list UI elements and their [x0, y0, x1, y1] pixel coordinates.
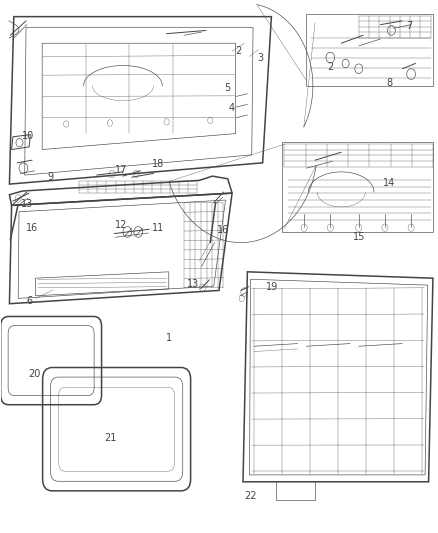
Text: 12: 12 [115, 220, 127, 230]
Text: 19: 19 [266, 282, 279, 292]
Text: 20: 20 [28, 369, 41, 379]
Text: 2: 2 [327, 62, 333, 72]
Text: 3: 3 [258, 53, 264, 62]
Text: 5: 5 [225, 83, 231, 93]
Text: 17: 17 [115, 165, 127, 175]
Text: 22: 22 [244, 491, 257, 501]
Text: 13: 13 [187, 279, 199, 288]
Text: 21: 21 [105, 433, 117, 443]
Text: 15: 15 [353, 232, 365, 243]
Text: 1: 1 [166, 333, 172, 343]
Text: 18: 18 [152, 159, 164, 169]
Text: 9: 9 [48, 172, 54, 182]
Text: 13: 13 [21, 199, 33, 209]
Text: 16: 16 [217, 225, 230, 236]
Text: 2: 2 [236, 46, 242, 56]
Text: 7: 7 [406, 21, 412, 31]
Text: 6: 6 [26, 296, 32, 306]
Text: 4: 4 [229, 103, 235, 113]
Text: 11: 11 [152, 223, 164, 233]
Text: 8: 8 [386, 78, 392, 88]
Text: 16: 16 [26, 223, 38, 233]
Text: 14: 14 [383, 177, 396, 188]
Text: 10: 10 [21, 131, 34, 141]
